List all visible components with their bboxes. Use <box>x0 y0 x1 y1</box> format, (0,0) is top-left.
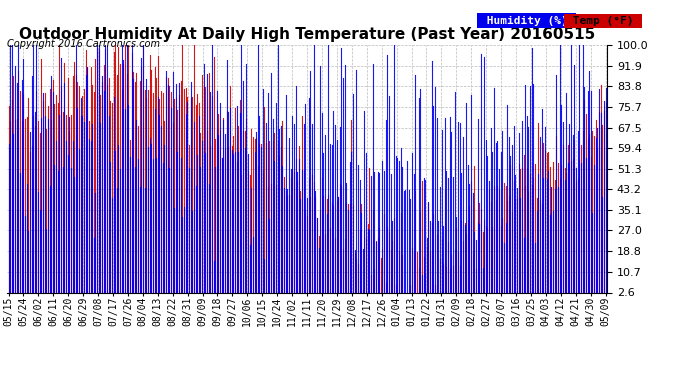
Text: Temp (°F): Temp (°F) <box>566 16 640 26</box>
Text: Humidity (%): Humidity (%) <box>480 16 574 26</box>
Text: Copyright 2016 Cartronics.com: Copyright 2016 Cartronics.com <box>7 39 160 50</box>
Title: Outdoor Humidity At Daily High Temperature (Past Year) 20160515: Outdoor Humidity At Daily High Temperatu… <box>19 27 595 42</box>
